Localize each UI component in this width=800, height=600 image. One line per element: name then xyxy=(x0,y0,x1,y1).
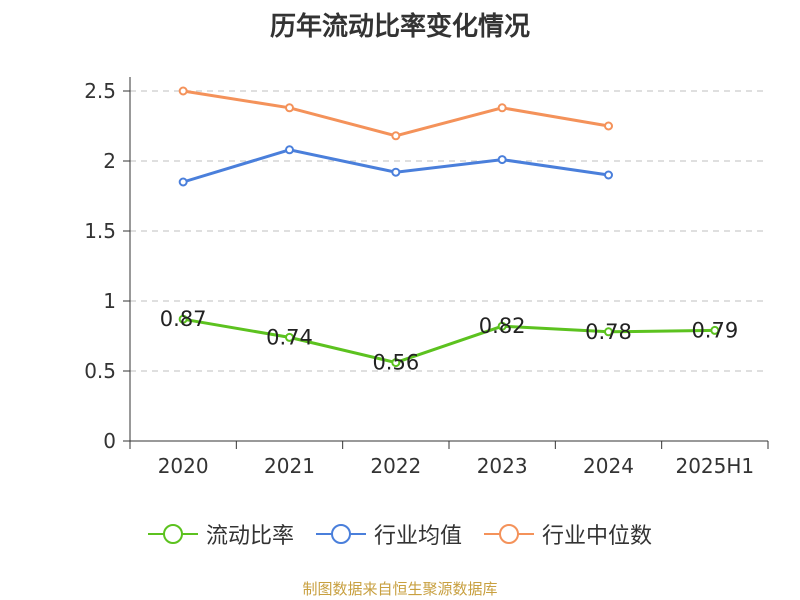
data-point xyxy=(285,145,294,155)
data-label: 0.56 xyxy=(372,351,419,375)
data-label: 0.74 xyxy=(266,325,313,349)
legend-label-industry-mean: 行业均值 xyxy=(373,524,462,549)
data-point xyxy=(497,321,507,331)
data-label: 0.82 xyxy=(479,314,526,338)
data-point xyxy=(710,325,720,335)
data-label: 0.79 xyxy=(691,318,738,342)
x-tick-label: 2022 xyxy=(370,454,421,478)
y-tick-label: 0.5 xyxy=(84,359,116,383)
y-tick-label: 0 xyxy=(103,429,116,453)
legend-item-industry-median[interactable]: 行业中位数 xyxy=(484,518,652,550)
data-point xyxy=(178,314,188,324)
legend-label-industry-median: 行业中位数 xyxy=(542,524,653,549)
legend-item-current-ratio[interactable]: 流动比率 xyxy=(147,518,294,550)
chart-legend: 流动比率 行业均值 行业中位数 xyxy=(0,518,800,550)
data-point xyxy=(391,167,401,177)
data-label: 0.78 xyxy=(585,320,632,344)
y-tick-label: 1.5 xyxy=(84,219,116,243)
x-tick-label: 2024 xyxy=(583,454,634,478)
y-tick-label: 2 xyxy=(103,149,116,173)
data-label: 0.87 xyxy=(160,307,207,331)
y-tick-label: 2.5 xyxy=(84,79,116,103)
legend-label-current-ratio: 流动比率 xyxy=(205,524,294,549)
data-point xyxy=(604,121,613,131)
data-point xyxy=(285,103,294,113)
series-line-0 xyxy=(182,317,715,365)
data-point xyxy=(178,86,188,96)
legend-item-industry-mean[interactable]: 行业均值 xyxy=(315,518,462,550)
x-tick-label: 2021 xyxy=(264,454,315,478)
data-point xyxy=(178,177,188,187)
x-tick-label: 2023 xyxy=(477,454,528,478)
x-tick-label: 2025H1 xyxy=(675,454,754,478)
series-line-1 xyxy=(182,148,609,184)
chart-title: 历年流动比率变化情况 xyxy=(269,12,530,42)
data-point xyxy=(604,327,613,337)
legend-swatch-industry-mean xyxy=(315,524,366,544)
series-line-2 xyxy=(182,89,609,138)
data-point xyxy=(497,155,507,165)
y-tick-label: 1 xyxy=(103,289,116,313)
data-point xyxy=(391,358,401,368)
legend-swatch-industry-median xyxy=(484,524,534,544)
data-point xyxy=(497,103,507,113)
data-point xyxy=(391,131,401,141)
x-tick-label: 2020 xyxy=(158,454,209,478)
data-point xyxy=(604,170,613,180)
legend-swatch-current-ratio xyxy=(147,524,198,544)
data-point xyxy=(285,332,294,342)
source-note: 制图数据来自恒生聚源数据库 xyxy=(302,580,498,598)
